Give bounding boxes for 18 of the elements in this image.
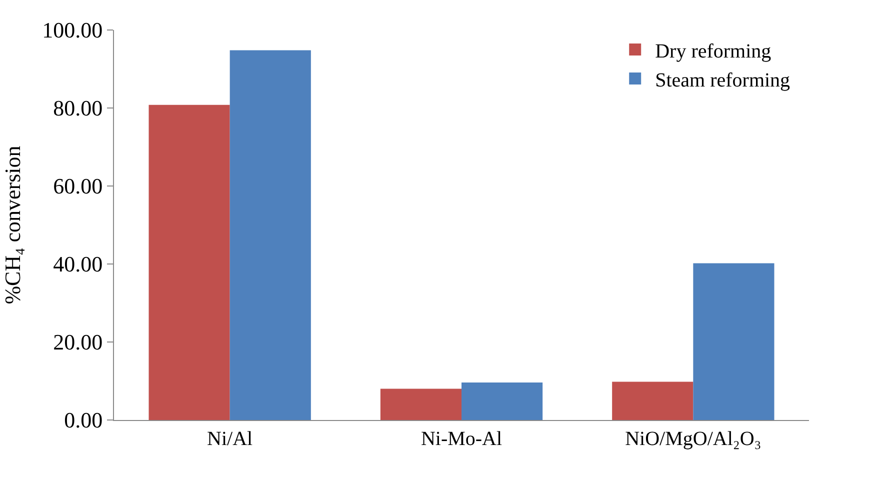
y-tick-label: 40.00	[53, 252, 103, 277]
bar	[612, 382, 694, 420]
bar	[148, 104, 230, 420]
y-tick-label: 100.00	[42, 18, 103, 43]
y-tick-label: 20.00	[53, 330, 103, 355]
legend-label: Steam reforming	[655, 69, 790, 92]
x-tick-label: Ni-Mo-Al	[420, 428, 502, 450]
y-tick-label: 80.00	[53, 96, 103, 121]
bar	[693, 263, 774, 420]
y-tick-label: 0.00	[64, 408, 103, 433]
legend-label: Dry reforming	[655, 40, 772, 62]
y-tick-label: 60.00	[53, 174, 103, 199]
x-tick-label: NiO/MgO/Al₂O₃	[625, 428, 762, 450]
bar	[230, 50, 311, 420]
bar	[462, 382, 543, 420]
x-tick-label: Ni/Al	[207, 428, 254, 450]
bar	[380, 388, 462, 420]
y-axis-title: %CH₄ conversion	[0, 146, 25, 304]
